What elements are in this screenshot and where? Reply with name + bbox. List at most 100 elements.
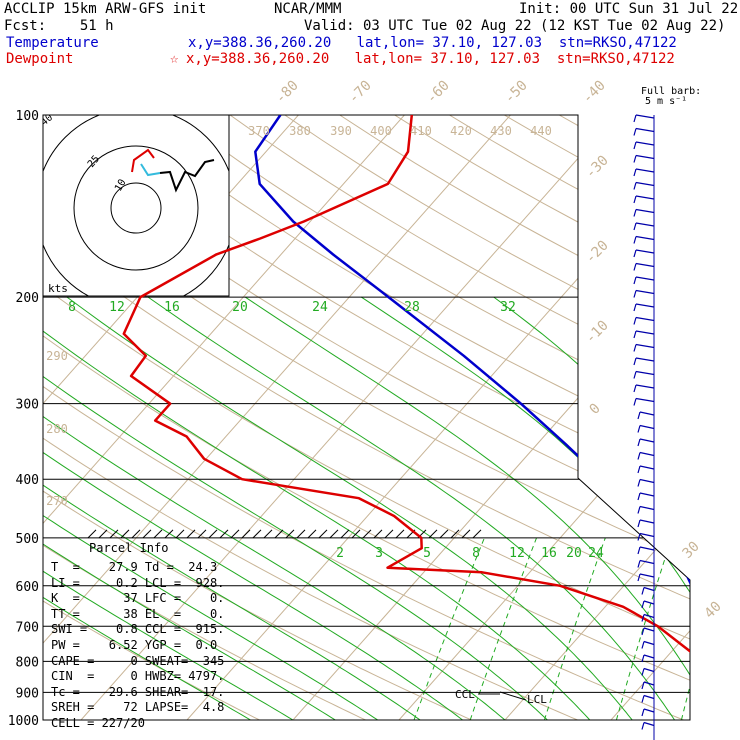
- parcel-info-row: CAPE = 0 SWEAT= 345: [51, 653, 225, 668]
- wind-barb: [643, 721, 655, 727]
- moist-adiabat-line: [627, 296, 690, 720]
- wind-barb-flag: [633, 357, 637, 366]
- wind-barb: [643, 667, 655, 673]
- wind-barb-flag: [633, 398, 637, 406]
- freezing-hatch: [98, 529, 108, 539]
- hodograph-trace-upper: [159, 159, 215, 193]
- isotherm-line: [43, 115, 511, 720]
- wind-barb-flag: [637, 492, 641, 501]
- wind-barb-flag: [633, 195, 637, 204]
- wind-barb: [635, 181, 655, 187]
- wind-barb-flag: [633, 263, 637, 271]
- moist-adiabat-line: [361, 296, 690, 720]
- parcel-info-row: CIN = 0 HWBZ= 4797.: [51, 669, 225, 684]
- wind-barb: [643, 600, 655, 605]
- wind-barb-flag: [641, 708, 645, 717]
- wind-barb-flag: [633, 141, 637, 150]
- wind-barb-flag: [633, 344, 637, 352]
- isotherm-label: -20: [583, 238, 612, 267]
- dry-adiabat-line: [119, 115, 690, 720]
- pressure-tick-label: 1000: [8, 714, 39, 729]
- freezing-hatch: [285, 529, 295, 539]
- wind-barb-flag: [633, 290, 637, 298]
- moist-adiabat-line: [147, 296, 676, 720]
- isotherm-label: -40: [580, 78, 609, 107]
- wind-barb-flag: [641, 681, 645, 690]
- isotherm-line: [292, 115, 690, 720]
- center-label: NCAR/MMM: [274, 1, 342, 17]
- wind-barb-flag: [641, 614, 645, 622]
- dry-adiabat-line: [65, 115, 690, 720]
- wind-barb: [635, 276, 655, 281]
- wind-barb: [635, 222, 655, 227]
- wind-barb-flag: [641, 668, 645, 676]
- wind-barb: [643, 694, 655, 700]
- model-title: ACCLIP 15km ARW-GFS init: [4, 1, 207, 17]
- dry-adiabat-line: [724, 115, 740, 733]
- wind-barb: [635, 357, 655, 362]
- moist-adiabat-label: 8: [68, 300, 76, 315]
- wind-barb: [643, 586, 655, 592]
- pressure-tick-label: 300: [16, 398, 39, 413]
- mixing-ratio-label: 20: [566, 546, 582, 561]
- mixing-ratio-label: 8: [472, 546, 480, 561]
- pressure-tick-label: 200: [16, 291, 39, 306]
- pressure-tick-label: 900: [16, 686, 39, 701]
- freezing-hatch: [472, 529, 482, 539]
- wind-barb-flag: [637, 533, 641, 541]
- theta-label: 290: [46, 349, 68, 363]
- freezing-hatch: [461, 529, 471, 539]
- theta-label: 280: [46, 422, 68, 436]
- hodograph-units-label: kts: [48, 282, 68, 295]
- isotherm-label: -30: [583, 153, 612, 182]
- isotherm-line: [610, 115, 690, 720]
- moist-adiabat-line: [244, 296, 690, 720]
- parcel-info-row: PW = 6.52 YGP = 0.0: [51, 638, 218, 652]
- wind-barb-flag: [641, 695, 645, 703]
- wind-barb: [639, 546, 655, 551]
- parcel-info-row: SWI = 0.8 CCL = 915.: [51, 622, 225, 637]
- wind-barb-flag: [641, 587, 645, 595]
- full-barb-label: Full barb:: [641, 86, 702, 97]
- wind-barb-flag: [633, 371, 637, 379]
- isotherm-label: -50: [502, 78, 531, 107]
- mixing-ratio-label: 24: [588, 546, 604, 561]
- hodograph-trace-low: [131, 148, 155, 173]
- wind-barb: [635, 114, 655, 119]
- freezing-hatch: [296, 529, 306, 539]
- pressure-tick-label: 100: [16, 109, 39, 124]
- isotherm-label: 0: [587, 401, 604, 418]
- freezing-hatch: [329, 529, 339, 539]
- wind-barb: [643, 681, 655, 686]
- freezing-hatch: [186, 529, 196, 539]
- pressure-tick-label: 700: [16, 620, 39, 635]
- theta-label: 440: [530, 124, 552, 138]
- isotherm-line: [717, 115, 740, 720]
- isotherm-label: 30: [680, 539, 703, 562]
- wind-barb-flag: [637, 465, 641, 474]
- mixing-ratio-line: [615, 537, 673, 720]
- mixing-ratio-label: 12: [509, 546, 525, 561]
- dewpoint-profile: [122, 115, 690, 720]
- wind-barb: [639, 424, 655, 430]
- dry-adiabat-line: [43, 115, 690, 720]
- freezing-hatch: [263, 529, 273, 539]
- hodograph-frame: [42, 114, 230, 297]
- parcel-info-row: K = 37 LFC = 0.: [51, 591, 225, 606]
- freezing-hatch: [340, 529, 350, 539]
- wind-barb: [643, 613, 655, 619]
- wind-barb: [639, 532, 655, 538]
- wind-barb-flag: [633, 384, 637, 393]
- freezing-hatch: [87, 529, 97, 539]
- isotherm-line: [80, 115, 617, 720]
- moist-adiabat-line: [43, 296, 251, 720]
- wind-barb-flag: [633, 114, 637, 123]
- freezing-hatch: [131, 529, 141, 539]
- theta-label: 370: [248, 124, 270, 138]
- freezing-hatch: [109, 529, 119, 539]
- freezing-hatch: [450, 529, 460, 539]
- freezing-hatch: [362, 529, 372, 539]
- moist-adiabat-label: 12: [109, 300, 125, 315]
